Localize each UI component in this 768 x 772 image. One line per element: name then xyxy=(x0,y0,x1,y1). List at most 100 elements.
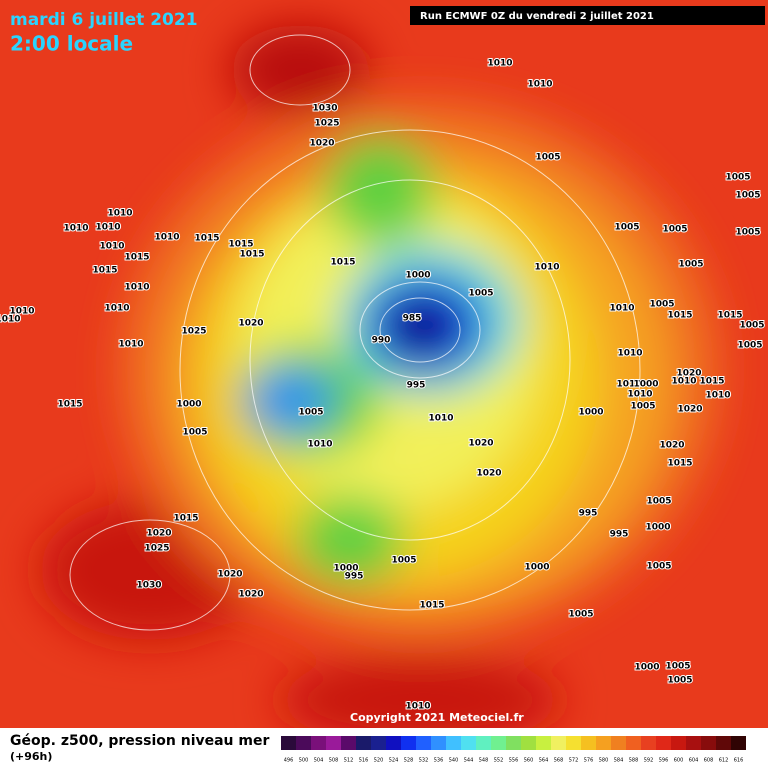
scale-swatch xyxy=(311,736,326,750)
isobar-label: 1000 xyxy=(333,564,358,574)
run-box xyxy=(410,6,765,25)
isobar-label: 1010 xyxy=(627,390,652,400)
isobar-label: 1015 xyxy=(92,266,117,276)
scale-swatch xyxy=(491,736,506,750)
scale-swatch xyxy=(566,736,581,750)
isobar-label: 1000 xyxy=(176,400,201,410)
isobar-label: 1020 xyxy=(146,529,171,539)
isobar-label: 1005 xyxy=(662,225,687,235)
isobar-label: 1015 xyxy=(699,377,724,387)
isobar-label: 1025 xyxy=(181,327,206,337)
scale-swatch xyxy=(686,736,701,750)
isobar-label: 1020 xyxy=(476,469,501,479)
isobar-label: 1005 xyxy=(568,610,593,620)
isobar-label: 1020 xyxy=(238,590,263,600)
scale-swatch xyxy=(506,736,521,750)
isobar-label: 1005 xyxy=(678,260,703,270)
isobar-label: 1005 xyxy=(182,428,207,438)
scale-label: 576 xyxy=(584,758,594,764)
scale-label: 532 xyxy=(419,758,429,764)
scale-label: 616 xyxy=(734,758,744,764)
scale-swatch xyxy=(656,736,671,750)
isobar-label: 985 xyxy=(403,314,422,324)
scale-label: 612 xyxy=(719,758,729,764)
scale-swatch xyxy=(326,736,341,750)
scale-swatch xyxy=(581,736,596,750)
isobar-label: 1005 xyxy=(735,191,760,201)
isobar-label: 1005 xyxy=(667,676,692,686)
isobar-label: 1005 xyxy=(391,556,416,566)
scale-swatch xyxy=(341,736,356,750)
isobar-label: 1020 xyxy=(676,369,701,379)
scale-label: 528 xyxy=(404,758,414,764)
scale-label: 524 xyxy=(389,758,399,764)
isobar-label: 1015 xyxy=(194,234,219,244)
scale-label: 596 xyxy=(659,758,669,764)
isobar-label: 1010 xyxy=(617,349,642,359)
scale-swatch xyxy=(461,736,476,750)
scale-swatch xyxy=(701,736,716,750)
isobar-label: 1010 xyxy=(104,304,129,314)
isobar-label: 1010 xyxy=(527,80,552,90)
isobar-label: 1005 xyxy=(725,173,750,183)
isobar-label: 1020 xyxy=(659,441,684,451)
isobar-label: 1010 xyxy=(124,283,149,293)
time: 2:00 locale xyxy=(10,32,133,56)
isobar-label: 1000 xyxy=(578,408,603,418)
isobar-label: 1010 xyxy=(405,702,430,712)
isobar-label: 1010 xyxy=(118,340,143,350)
scale-swatch xyxy=(371,736,386,750)
isobar-label: 1015 xyxy=(717,311,742,321)
scale-label: 504 xyxy=(314,758,324,764)
isobar-label: 1025 xyxy=(144,544,169,554)
scale-swatch xyxy=(551,736,566,750)
isobar-label: 1000 xyxy=(405,271,430,281)
isobar-label: 1005 xyxy=(646,562,671,572)
isobar-label: 1015 xyxy=(419,601,444,611)
scale-swatch xyxy=(356,736,371,750)
isobar-label: 1000 xyxy=(524,563,549,573)
scale-swatch xyxy=(431,736,446,750)
scale-swatch xyxy=(716,736,731,750)
isobar-label: 1010 xyxy=(534,263,559,273)
isobar-label: 1005 xyxy=(646,497,671,507)
isobar-label: 1030 xyxy=(136,581,161,591)
isobar-label: 1005 xyxy=(614,223,639,233)
scale-label: 516 xyxy=(359,758,369,764)
isobar-label: 1020 xyxy=(238,319,263,329)
isobar-label: 1010 xyxy=(616,380,641,390)
scale-label: 520 xyxy=(374,758,384,764)
isobar-label: 995 xyxy=(407,381,426,391)
scale-label: 604 xyxy=(689,758,699,764)
scale-swatch xyxy=(296,736,311,750)
scale-label: 512 xyxy=(344,758,354,764)
isobar-label: 1005 xyxy=(737,341,762,351)
scale-swatch xyxy=(671,736,686,750)
isobar-label: 1005 xyxy=(535,153,560,163)
scale-label: 564 xyxy=(539,758,549,764)
scale-label: 592 xyxy=(644,758,654,764)
scale-label: 608 xyxy=(704,758,714,764)
isobar-label: 1015 xyxy=(124,253,149,263)
isobar-label: 1010 xyxy=(428,414,453,424)
isobar-label: 1010 xyxy=(487,59,512,69)
isobar-label: 1020 xyxy=(309,139,334,149)
isobar-label: 995 xyxy=(579,509,598,519)
field xyxy=(0,0,768,745)
scale-label: 496 xyxy=(284,758,294,764)
isobar-label: 1020 xyxy=(217,570,242,580)
isobar-label: 1010 xyxy=(99,242,124,252)
scale-label: 548 xyxy=(479,758,489,764)
isobar-label: 1010 xyxy=(154,233,179,243)
isobar-label: 1015 xyxy=(57,400,82,410)
isobar-label: 1015 xyxy=(239,250,264,260)
scale-label: 540 xyxy=(449,758,459,764)
scale-label: 552 xyxy=(494,758,504,764)
scale-label: 584 xyxy=(614,758,624,764)
scale-swatch xyxy=(641,736,656,750)
scale-label: 600 xyxy=(674,758,684,764)
isobar-label: 1010 xyxy=(0,315,21,325)
scale-label: 572 xyxy=(569,758,579,764)
